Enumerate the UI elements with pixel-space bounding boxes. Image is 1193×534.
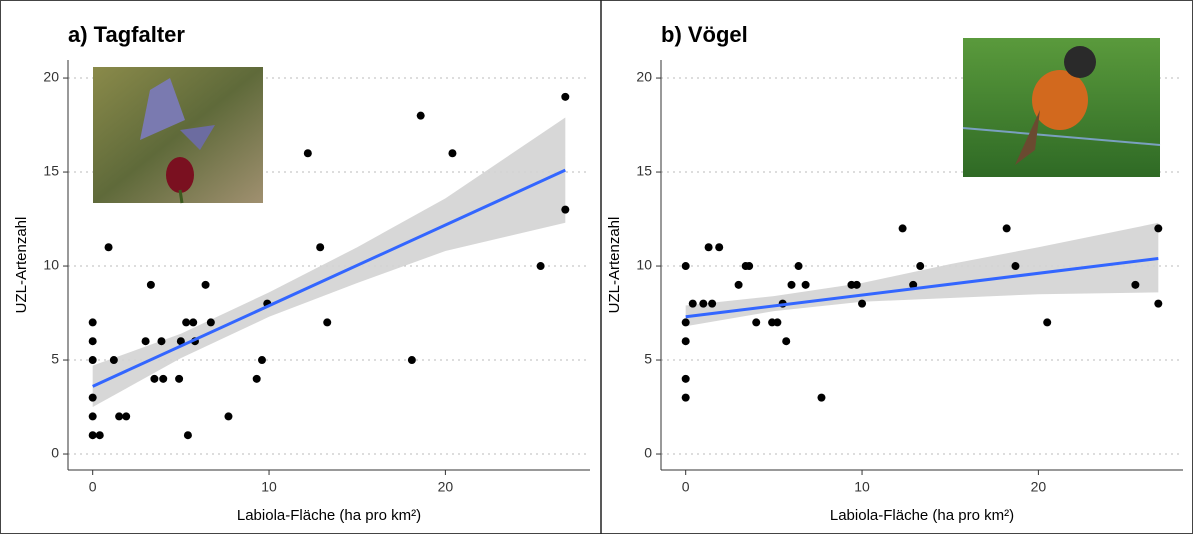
x-axis-label: Labiola-Fläche (ha pro km²) [830, 507, 1014, 524]
point [206, 318, 215, 327]
y-axis-label: UZL-Artenzahl [13, 217, 30, 314]
point [1131, 280, 1140, 289]
x-tick-label: 10 [854, 479, 870, 495]
point [95, 431, 104, 440]
point [898, 224, 907, 233]
point [916, 262, 925, 271]
y-axis-label: UZL-Artenzahl [606, 217, 623, 314]
confidence-band [92, 117, 566, 408]
y-tick-label: 5 [51, 351, 59, 367]
x-axis-label: Labiola-Fläche (ha pro km²) [237, 507, 421, 524]
point [801, 280, 810, 289]
point [715, 243, 724, 252]
point [708, 299, 717, 308]
point [316, 243, 325, 252]
x-tick-label: 10 [261, 479, 277, 495]
point [416, 111, 425, 120]
point [88, 337, 97, 346]
panel: 0 5 10 15 20 0 10 20 b) Vögel Labiola-Fläche (ha … [606, 22, 1183, 524]
point [252, 374, 261, 383]
point [787, 280, 796, 289]
point [175, 374, 184, 383]
point [176, 337, 185, 346]
point [681, 262, 690, 271]
x-tick-label: 0 [682, 479, 690, 495]
y-tick-label: 5 [644, 351, 652, 367]
point [88, 318, 97, 327]
butterfly-photo [93, 67, 263, 204]
point [561, 92, 570, 101]
point [88, 393, 97, 402]
point [448, 149, 457, 158]
point [699, 299, 708, 308]
point [752, 318, 761, 327]
point [817, 393, 826, 402]
point [183, 431, 192, 440]
point [745, 262, 754, 271]
point [109, 356, 118, 365]
point [561, 205, 570, 214]
point [782, 337, 791, 346]
point [146, 280, 155, 289]
point [88, 431, 97, 440]
y-tick-label: 15 [636, 163, 652, 179]
point [681, 318, 690, 327]
confidence-band [685, 222, 1159, 327]
fit-line [92, 168, 566, 388]
point [189, 318, 198, 327]
x-tick-label: 20 [1031, 479, 1047, 495]
y-tick-label: 10 [43, 257, 59, 273]
point [704, 243, 713, 252]
bird-photo [962, 38, 1161, 177]
point [407, 356, 416, 365]
point [909, 280, 918, 289]
panel: 0 5 10 15 20 0 10 20 a) Tagfalter Labiola-Fläche … [13, 22, 590, 524]
point [150, 374, 159, 383]
point [115, 412, 124, 421]
point [104, 243, 113, 252]
y-tick-label: 0 [644, 445, 652, 461]
point [201, 280, 210, 289]
point [88, 356, 97, 365]
y-tick-label: 10 [636, 257, 652, 273]
fit-line [685, 257, 1159, 319]
y-tick-label: 15 [43, 163, 59, 179]
chart-title: b) Vögel [661, 22, 748, 47]
point [852, 280, 861, 289]
y-tick-label: 20 [636, 69, 652, 85]
point [141, 337, 150, 346]
point [688, 299, 697, 308]
point [1154, 224, 1163, 233]
point [182, 318, 191, 327]
point [323, 318, 332, 327]
y-tick-label: 0 [51, 445, 59, 461]
point [536, 262, 545, 271]
point [257, 356, 266, 365]
point [303, 149, 312, 158]
point [773, 318, 782, 327]
point [681, 393, 690, 402]
point [159, 374, 168, 383]
point [681, 374, 690, 383]
x-tick-label: 0 [89, 479, 97, 495]
point [794, 262, 803, 271]
point [88, 412, 97, 421]
y-tick-label: 20 [43, 69, 59, 85]
point [1154, 299, 1163, 308]
chart-title: a) Tagfalter [68, 22, 185, 47]
point [122, 412, 131, 421]
point [1043, 318, 1052, 327]
point [734, 280, 743, 289]
point [1002, 224, 1011, 233]
point [224, 412, 233, 421]
x-tick-label: 20 [438, 479, 454, 495]
point [1011, 262, 1020, 271]
point [858, 299, 867, 308]
point [157, 337, 166, 346]
point [681, 337, 690, 346]
